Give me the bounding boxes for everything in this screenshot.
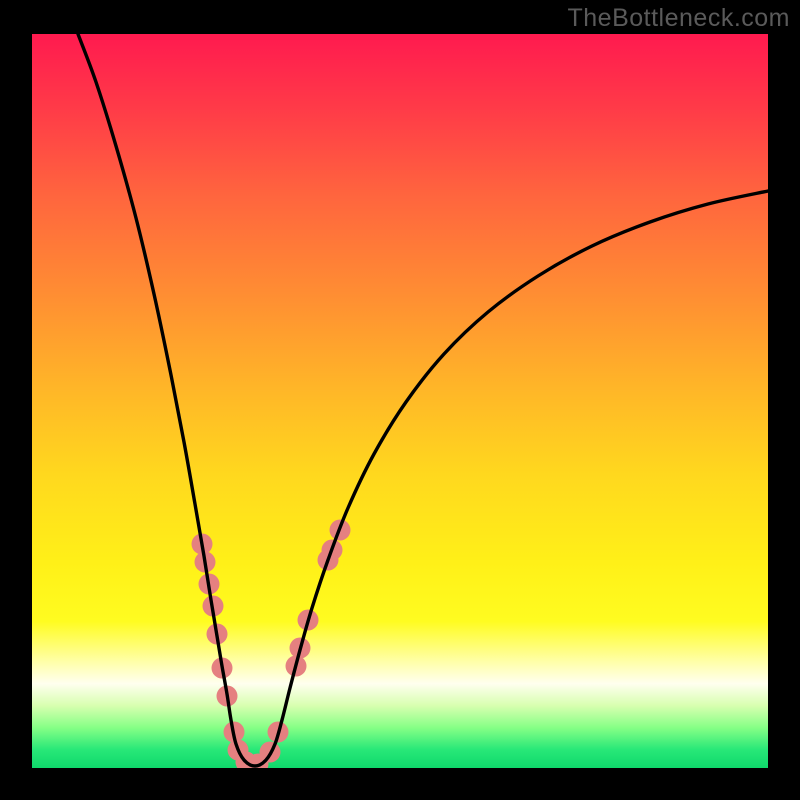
chart-plot-area [32, 34, 768, 768]
watermark-label: TheBottleneck.com [568, 4, 791, 33]
gradient-background [32, 34, 768, 768]
